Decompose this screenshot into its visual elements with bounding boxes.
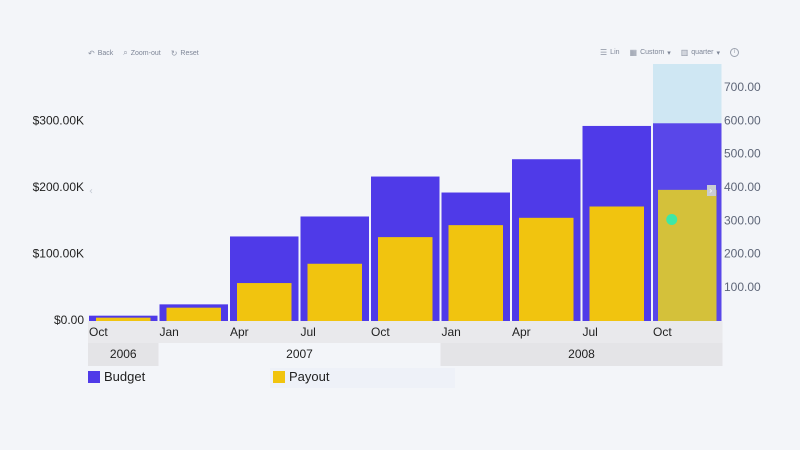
bar-chart-icon: ▥ xyxy=(680,48,689,57)
legend-swatch xyxy=(88,370,100,383)
zoom-out-button[interactable]: ⌕ Zoom-out xyxy=(123,48,161,57)
reset-button[interactable]: ↻ Reset xyxy=(170,48,199,58)
toolbar-left: ↶ Back ⌕ Zoom-out ↻ Reset xyxy=(88,48,199,58)
year-group-band xyxy=(88,343,159,366)
payout-bar xyxy=(448,225,503,321)
year-label: 2006 xyxy=(110,347,137,361)
back-button[interactable]: ↶ Back xyxy=(88,48,114,58)
x-tick-label: Oct xyxy=(371,325,390,339)
legend-label: Budget xyxy=(104,369,146,384)
info-icon: i xyxy=(729,48,739,57)
y-right-tick-label: 700.00 xyxy=(724,80,761,94)
x-tick-label: Oct xyxy=(653,325,672,339)
magnifier-icon: ⌕ xyxy=(123,48,128,57)
payout-bar xyxy=(658,189,717,321)
list-icon: ☰ xyxy=(600,48,608,57)
payout-bar xyxy=(378,237,433,321)
y-left-tick-label: $0.00 xyxy=(54,313,84,327)
calendar-icon: ▦ xyxy=(629,48,638,57)
year-group-band xyxy=(158,343,441,366)
year-label: 2008 xyxy=(568,347,595,361)
x-tick-label: Jul xyxy=(301,325,316,339)
y-right-tick-label: 200.00 xyxy=(724,247,761,261)
x-tick-label: Apr xyxy=(230,325,249,339)
y-left-tick-label: $200.00K xyxy=(33,180,84,194)
year-label: 2007 xyxy=(286,347,313,361)
legend: Budget Payout xyxy=(88,369,458,384)
back-arrow-icon: ↶ xyxy=(88,48,95,58)
chart-type-button[interactable]: ☰ Lin xyxy=(600,48,620,57)
x-tick-label: Apr xyxy=(512,325,531,339)
refresh-icon: ↻ xyxy=(170,48,178,58)
y-right-tick-label: 500.00 xyxy=(724,147,761,161)
payout-bar xyxy=(96,317,151,321)
caret-down-icon: ▾ xyxy=(716,49,720,57)
payout-bar xyxy=(589,206,644,321)
payout-bar xyxy=(166,307,221,321)
y-right-tick-label: 400.00 xyxy=(724,180,761,194)
custom-dropdown[interactable]: ▦ Custom ▾ xyxy=(629,48,671,57)
x-tick-label: Jul xyxy=(583,325,598,339)
x-tick-label: Jan xyxy=(160,325,179,339)
x-tick-label: Oct xyxy=(89,325,108,339)
y-right-tick-label: 100.00 xyxy=(724,280,761,294)
x-tick-label: Jan xyxy=(442,325,461,339)
legend-item-budget[interactable]: Budget xyxy=(88,369,273,384)
payout-bar xyxy=(519,217,574,321)
legend-highlight xyxy=(270,368,455,388)
caret-down-icon: ▾ xyxy=(667,49,671,57)
y-right-tick-label: 300.00 xyxy=(724,213,761,227)
toolbar-right: ☰ Lin ▦ Custom ▾ ▥ quarter ▾ i xyxy=(600,48,739,57)
scroll-left-icon: ‹ xyxy=(89,186,93,197)
payout-bar xyxy=(237,283,292,321)
data-point-marker xyxy=(666,213,678,225)
payout-bar xyxy=(307,263,362,321)
period-dropdown[interactable]: ▥ quarter ▾ xyxy=(680,48,720,57)
year-group-band xyxy=(440,343,723,366)
scroll-right-button xyxy=(707,185,716,196)
y-left-tick-label: $100.00K xyxy=(33,247,84,261)
scroll-right-icon: › xyxy=(709,187,713,197)
legend-swatch xyxy=(273,370,285,383)
legend-label: Payout xyxy=(289,369,330,384)
y-left-tick-label: $300.00K xyxy=(33,113,84,127)
legend-item-payout[interactable]: Payout xyxy=(273,369,458,384)
y-right-tick-label: 600.00 xyxy=(724,113,761,127)
info-button[interactable]: i xyxy=(729,48,739,57)
